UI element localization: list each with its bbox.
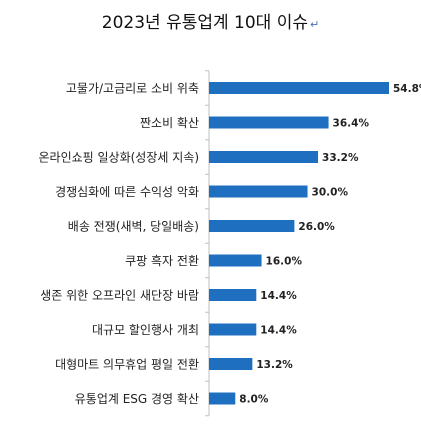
bar	[209, 358, 253, 370]
chart-title-container: 2023년 유통업계 10대 이슈 ↵	[0, 8, 421, 33]
chart-title: 2023년 유통업계 10대 이슈	[101, 13, 308, 33]
category-label: 짠소비 확산	[140, 116, 199, 130]
bar	[209, 185, 308, 198]
bar	[209, 392, 236, 405]
value-label: 30.0%	[312, 187, 349, 199]
value-label: 16.0%	[266, 256, 303, 268]
value-label: 13.2%	[256, 359, 293, 371]
value-label: 33.2%	[322, 152, 359, 164]
category-label: 쿠팡 흑자 전환	[125, 254, 199, 268]
bar	[209, 254, 262, 267]
category-label: 대규모 할인행사 개최	[92, 322, 199, 337]
bar	[209, 323, 257, 336]
value-label: 36.4%	[333, 118, 370, 130]
bar	[209, 220, 295, 232]
category-label: 생존 위한 오프라인 새단장 바람	[40, 289, 199, 303]
category-label: 온라인쇼핑 일상화(성장세 지속)	[38, 151, 199, 165]
value-label: 14.4%	[260, 325, 297, 337]
bar	[209, 116, 329, 129]
value-label: 54.8%	[393, 83, 421, 95]
value-label: 14.4%	[260, 290, 297, 302]
return-mark-icon: ↵	[310, 18, 320, 31]
bar	[209, 289, 257, 301]
category-label: 경쟁심화에 따른 수익성 악화	[55, 185, 199, 199]
category-label: 유통업계 ESG 경영 확산	[75, 392, 199, 406]
bar	[209, 82, 389, 94]
category-label: 배송 전쟁(새벽, 당일배송)	[68, 220, 199, 234]
value-label: 26.0%	[298, 221, 335, 233]
category-label: 대형마트 의무휴업 평일 전환	[55, 358, 199, 372]
category-label: 고물가/고금리로 소비 위축	[66, 82, 199, 96]
bar	[209, 151, 319, 163]
value-label: 8.0%	[239, 394, 269, 406]
